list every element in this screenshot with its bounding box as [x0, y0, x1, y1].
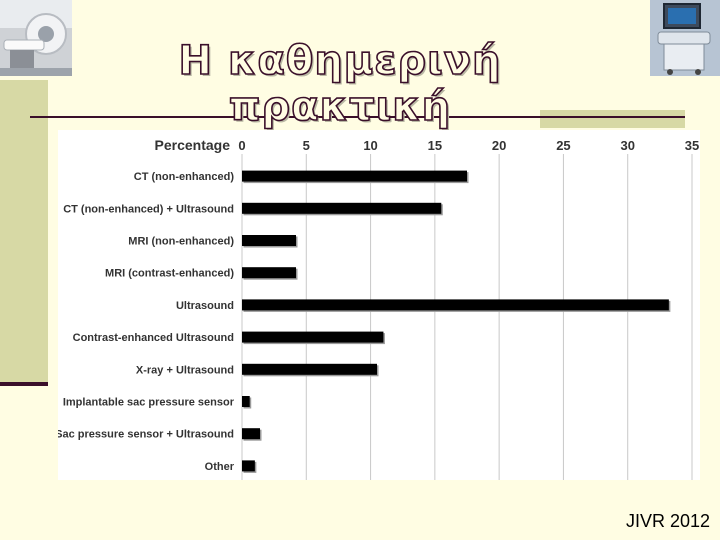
ultrasound-machine-photo [650, 0, 720, 76]
bar [242, 396, 250, 407]
slide-title: Η καθημερινή πρακτική [178, 37, 502, 131]
bar [242, 170, 467, 182]
x-tick-label: 25 [556, 138, 570, 153]
bar [242, 235, 296, 246]
x-tick-label: 15 [428, 138, 442, 153]
category-label: Ultrasound [176, 300, 234, 312]
bar [242, 331, 384, 343]
x-tick-label: 0 [238, 138, 245, 153]
category-label: X-ray + Ultrasound [136, 364, 234, 376]
bar [242, 363, 377, 375]
category-label: MRI (non-enhanced) [128, 236, 234, 248]
x-tick-label: 20 [492, 138, 506, 153]
category-label: Implantable sac pressure sensor [63, 397, 235, 409]
category-label: CT (non-enhanced) + Ultrasound [63, 203, 234, 215]
left-decor-rule [0, 382, 48, 386]
category-label: MRI (contrast-enhanced) [105, 268, 234, 280]
bar [242, 202, 442, 214]
ct-scanner-photo [0, 0, 72, 76]
top-right-accent-rule [540, 116, 685, 118]
x-tick-label: 10 [363, 138, 377, 153]
bar [242, 428, 260, 440]
category-label: CT (non-enhanced) [134, 171, 235, 183]
left-decor-band [0, 80, 48, 385]
x-axis-title: Percentage [155, 137, 231, 153]
chart-area: 0 5 10 15 20 25 30 35 Percentage CT (non-enhanced… [58, 130, 700, 480]
bar [242, 267, 296, 279]
slide-footer: JIVR 2012 [625, 511, 710, 531]
bar-chart: 0 5 10 15 20 25 30 35 Percentage CT (non-enhanced… [58, 137, 699, 480]
top-right-accent-band [540, 110, 685, 128]
x-tick-label: 35 [685, 138, 699, 153]
bar [242, 460, 255, 472]
bar [242, 299, 669, 311]
category-label: Sac pressure sensor + Ultrasound [58, 429, 234, 441]
x-tick-label: 30 [620, 138, 634, 153]
category-label: Contrast-enhanced Ultrasound [73, 332, 234, 344]
x-tick-label: 5 [303, 138, 310, 153]
title-underline-rule [30, 116, 685, 118]
category-label: Other [205, 461, 235, 473]
